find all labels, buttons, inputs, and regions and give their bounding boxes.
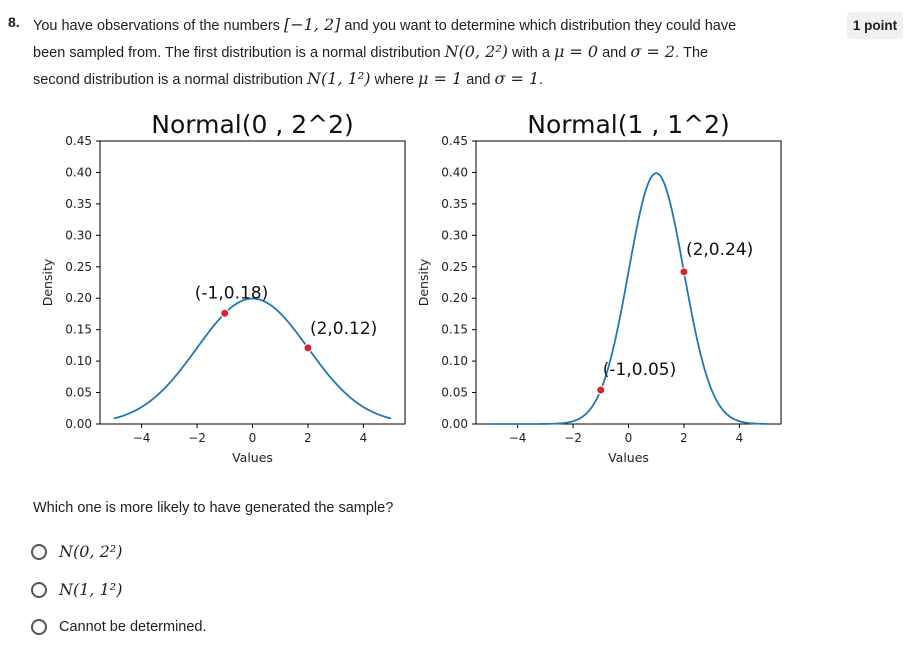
math-expression: σ = 2 xyxy=(630,42,676,61)
y-tick-label: 0.20 xyxy=(65,291,92,305)
y-axis-label: Density xyxy=(40,258,55,306)
x-tick-label: 4 xyxy=(736,431,744,445)
math-expression: σ = 1 xyxy=(494,69,540,88)
density-curve xyxy=(113,297,392,420)
data-point xyxy=(303,343,313,353)
question-text-part: . xyxy=(539,72,544,88)
y-tick-label: 0.25 xyxy=(441,260,468,274)
y-tick-label: 0.05 xyxy=(65,386,92,400)
data-point xyxy=(220,308,230,318)
x-tick-label: −2 xyxy=(188,431,206,445)
x-tick-label: 2 xyxy=(304,431,312,445)
question-text-part: and you want to determine which distribu… xyxy=(340,18,737,34)
radio-button[interactable] xyxy=(31,543,47,560)
radio-button[interactable] xyxy=(31,581,47,598)
y-tick-label: 0.00 xyxy=(441,417,468,431)
y-tick-label: 0.20 xyxy=(441,291,468,305)
data-point-label: (-1,0.05) xyxy=(603,360,676,380)
math-expression: N(1, 1²) xyxy=(307,69,371,88)
y-tick-label: 0.10 xyxy=(65,354,92,368)
charts-figure: 0.00 0.05 0.10 0.15 0.20 0.25 0.30 0.35 0.40 0.45… xyxy=(40,110,782,465)
question-text-part: with a xyxy=(508,45,554,61)
y-tick-label: 0.45 xyxy=(441,134,468,148)
y-tick-label: 0.30 xyxy=(441,228,468,242)
y-tick-label: 0.10 xyxy=(441,354,468,368)
y-tick-label: 0.35 xyxy=(65,197,92,211)
math-expression: μ = 0 xyxy=(553,42,599,61)
option-normal-1-1[interactable]: N(1, 1²) xyxy=(31,580,122,599)
data-point-label: (2,0.12) xyxy=(310,319,377,339)
y-tick-label: 0.45 xyxy=(65,134,92,148)
data-point-label: (2,0.24) xyxy=(686,240,753,260)
x-axis-label: Values xyxy=(608,450,649,465)
option-normal-0-2[interactable]: N(0, 2²) xyxy=(31,542,122,561)
question-text-part: and xyxy=(462,72,495,88)
data-point xyxy=(679,267,689,277)
option-label: N(1, 1²) xyxy=(59,580,123,599)
y-tick-label: 0.15 xyxy=(65,323,92,337)
math-expression: N(0, 2²) xyxy=(444,42,508,61)
question-text-part: where xyxy=(370,72,419,88)
data-point xyxy=(596,385,606,395)
y-tick-label: 0.35 xyxy=(441,197,468,211)
chart-title: Normal(1 , 1^2) xyxy=(527,110,729,139)
x-tick-label: 2 xyxy=(680,431,688,445)
y-tick-label: 0.25 xyxy=(65,260,92,274)
question-text-part: second distribution is a normal distribu… xyxy=(33,72,308,88)
question-text-part: . The xyxy=(675,45,709,61)
x-tick-label: 0 xyxy=(625,431,633,445)
math-expression: [−1, 2] xyxy=(283,15,341,34)
option-cannot-be-determined[interactable]: Cannot be determined. xyxy=(31,619,207,635)
y-tick-label: 0.30 xyxy=(65,228,92,242)
x-axis-label: Values xyxy=(232,450,273,465)
answer-prompt: Which one is more likely to have generat… xyxy=(33,500,394,516)
y-axis-label: Density xyxy=(416,258,431,306)
density-curve xyxy=(489,172,768,425)
question-text-part: been sampled from. The first distributio… xyxy=(33,45,445,61)
y-tick-label: 0.40 xyxy=(65,165,92,179)
y-tick-label: 0.40 xyxy=(441,165,468,179)
x-tick-label: −2 xyxy=(564,431,582,445)
y-tick-label: 0.00 xyxy=(65,417,92,431)
plot-frame xyxy=(475,140,782,425)
question-text-part: and xyxy=(598,45,631,61)
data-point-label: (-1,0.18) xyxy=(195,283,268,303)
radio-button[interactable] xyxy=(31,619,47,635)
option-label: N(0, 2²) xyxy=(59,542,123,561)
question-text: You have observations of the numbers [−1… xyxy=(33,12,793,93)
x-tick-label: 4 xyxy=(360,431,368,445)
y-tick-label: 0.05 xyxy=(441,386,468,400)
chart-title: Normal(0 , 2^2) xyxy=(151,110,353,139)
math-expression: μ = 1 xyxy=(418,69,463,88)
question-number: 8. xyxy=(8,14,20,30)
y-tick-label: 0.15 xyxy=(441,323,468,337)
x-tick-label: −4 xyxy=(133,431,151,445)
question-text-part: You have observations of the numbers xyxy=(33,18,284,34)
x-tick-label: 0 xyxy=(249,431,257,445)
x-tick-label: −4 xyxy=(509,431,527,445)
points-badge: 1 point xyxy=(847,12,903,39)
option-label: Cannot be determined. xyxy=(59,619,207,635)
